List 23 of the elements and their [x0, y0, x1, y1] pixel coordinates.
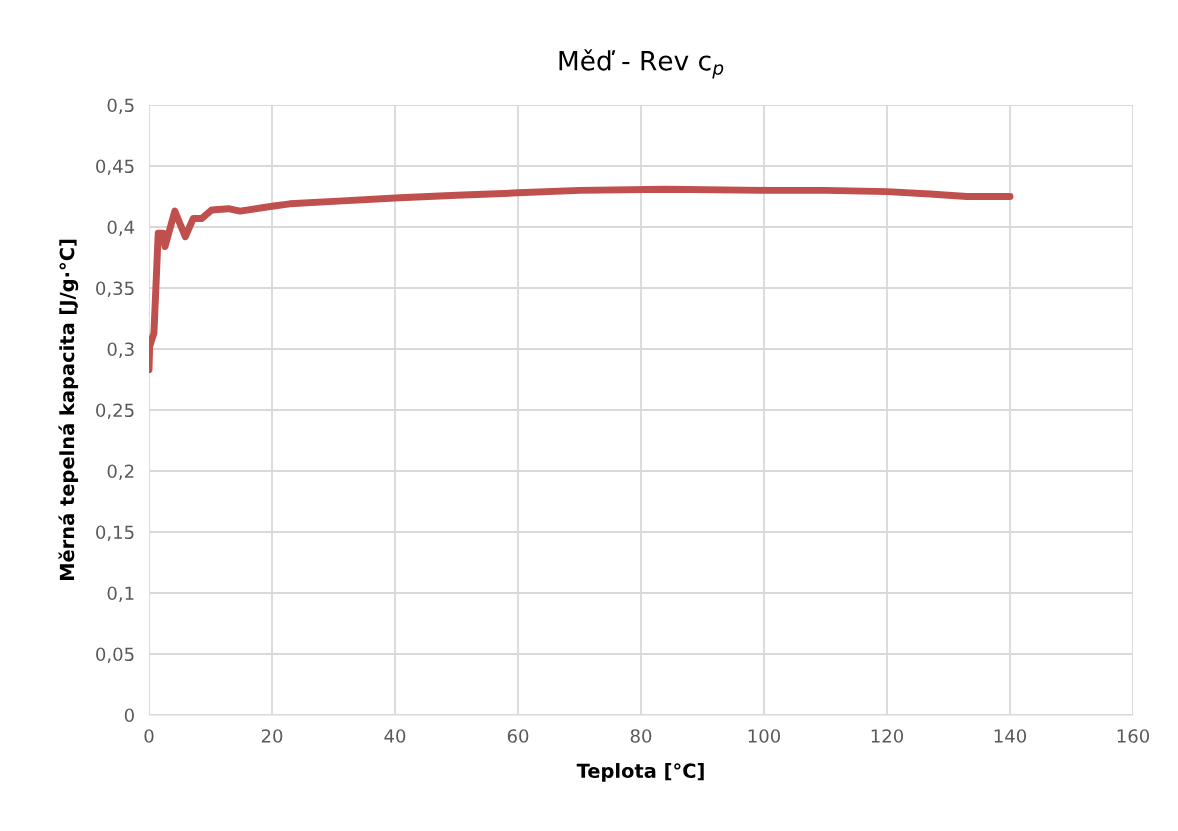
y-tick-label: 0 — [124, 708, 134, 723]
x-tick-label: 100 — [748, 729, 781, 743]
x-axis-title: Teplota [°C] — [576, 763, 704, 782]
x-tick-label: 80 — [630, 729, 652, 743]
x-tick-label: 0 — [144, 729, 154, 743]
x-tick-label: 120 — [871, 729, 904, 743]
y-tick-label: 0,05 — [96, 647, 134, 663]
y-tick-label: 0,3 — [107, 342, 134, 358]
y-tick-label: 0,4 — [107, 220, 135, 236]
x-tick-label: 60 — [507, 729, 529, 743]
y-tick-label: 0,5 — [107, 98, 134, 114]
x-tick-label: 160 — [1117, 729, 1150, 743]
y-tick-label: 0,15 — [96, 525, 134, 541]
chart-title: Měď - Rev c$_{p}$ — [559, 49, 724, 79]
y-tick-label: 0,45 — [96, 159, 134, 175]
x-tick-label: 140 — [994, 729, 1027, 743]
x-tick-label: 40 — [384, 729, 406, 743]
y-axis-title: Měrná tepelná kapacita [J/g·°C] — [58, 239, 79, 581]
y-tick-label: 0,1 — [107, 586, 134, 602]
y-tick-label: 0,35 — [96, 281, 134, 297]
y-tick-label: 0,2 — [107, 464, 134, 480]
x-tick-label: 20 — [261, 729, 283, 743]
y-tick-label: 0,25 — [96, 403, 134, 419]
